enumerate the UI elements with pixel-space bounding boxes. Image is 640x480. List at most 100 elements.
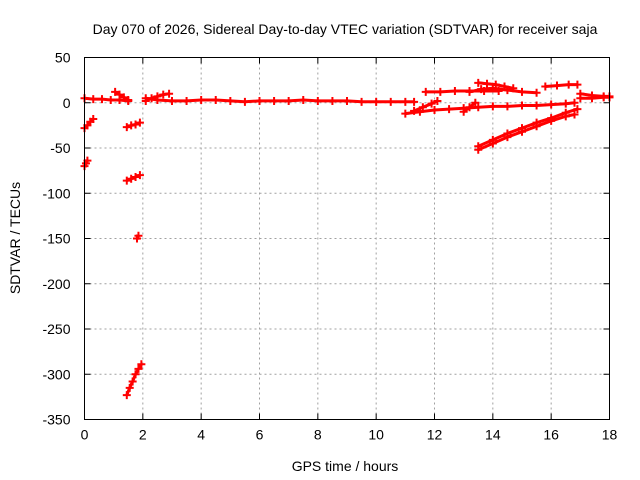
series-track-5 [122,118,144,132]
data-point [532,101,541,110]
data-point [98,95,106,104]
x-tick-label: 2 [139,427,147,443]
x-tick-label: 12 [427,427,443,443]
y-tick-label: 50 [55,50,71,66]
data-point [418,103,427,112]
data-point [532,118,541,127]
series-line [545,83,578,88]
data-point [122,123,131,132]
data-point [488,102,497,111]
data-point [270,96,279,105]
data-point [483,79,491,88]
data-point [134,231,143,240]
series-track-14 [465,84,541,97]
data-point [111,87,120,96]
data-point [459,107,468,116]
x-tick-label: 14 [485,427,501,443]
data-point [491,80,500,89]
data-layer [80,78,614,400]
data-point [436,87,445,96]
x-tick-label: 4 [197,427,205,443]
data-point [128,377,137,386]
y-tick-labels: 50 0 -50 -100 -150 -200 -250 -300 -350 [42,50,70,428]
series-track-4 [80,156,92,171]
series-track-7 [133,231,143,243]
data-point [430,105,439,114]
data-point [488,135,497,144]
y-tick-label: 0 [63,95,71,111]
y-tick-label: -200 [42,276,70,292]
data-point [168,96,176,105]
data-point [518,124,526,133]
data-point [226,96,235,105]
data-point [445,105,454,114]
data-point [509,84,518,93]
series-track-8 [122,360,146,400]
data-point [119,93,128,102]
data-point [147,94,156,103]
data-point [503,102,512,111]
chart-title: Day 070 of 2026, Sidereal Day-to-day VTE… [93,21,598,37]
data-point [474,78,483,87]
series-line [114,90,130,102]
x-axis-label: GPS time / hours [292,458,399,474]
data-point [313,96,322,105]
data-point [518,87,526,96]
data-point [131,370,140,379]
data-point [122,391,131,400]
data-point [137,360,146,369]
data-point [553,81,561,90]
data-point [465,103,474,112]
x-tick-label: 16 [543,427,559,443]
data-point [372,97,381,106]
data-point [474,142,483,151]
data-point [573,80,582,89]
y-tick-label: -250 [42,321,70,337]
data-point [532,88,541,97]
series-track-12 [410,96,442,115]
x-tick-label: 6 [256,427,264,443]
y-tick-label: -100 [42,185,70,201]
data-point [576,94,585,103]
series-track-9 [141,94,419,106]
data-point [182,96,191,105]
data-point [284,96,293,105]
y-axis-label: SDTVAR / TECUs [7,182,23,294]
series-line [413,99,439,113]
series-line [83,117,95,130]
data-point [477,85,486,94]
data-point [518,101,526,110]
data-point [561,99,570,108]
data-point [343,96,351,105]
data-point [89,115,98,124]
data-point [570,110,579,119]
data-point [421,87,430,96]
data-point [211,96,220,105]
y-tick-label: -150 [42,231,70,247]
data-point [588,94,596,103]
data-point [125,383,134,392]
data-point [153,92,162,101]
data-point [561,108,570,117]
data-point [500,82,509,91]
data-point [427,99,436,108]
x-tick-labels: 0 2 4 6 8 10 12 14 16 18 [81,427,618,443]
data-point [573,105,582,114]
series-track-17 [474,105,582,151]
data-point [503,129,512,138]
data-point [474,103,483,112]
data-point [165,89,174,98]
data-point [134,364,143,373]
data-point [89,95,98,104]
data-point [127,174,136,183]
data-point [564,80,573,89]
data-point [570,98,579,107]
data-point [141,96,150,105]
data-point [115,90,124,99]
data-point [131,120,140,129]
series-track-18 [459,98,480,116]
data-point [547,100,556,109]
data-point [410,97,419,106]
data-point [299,96,308,105]
